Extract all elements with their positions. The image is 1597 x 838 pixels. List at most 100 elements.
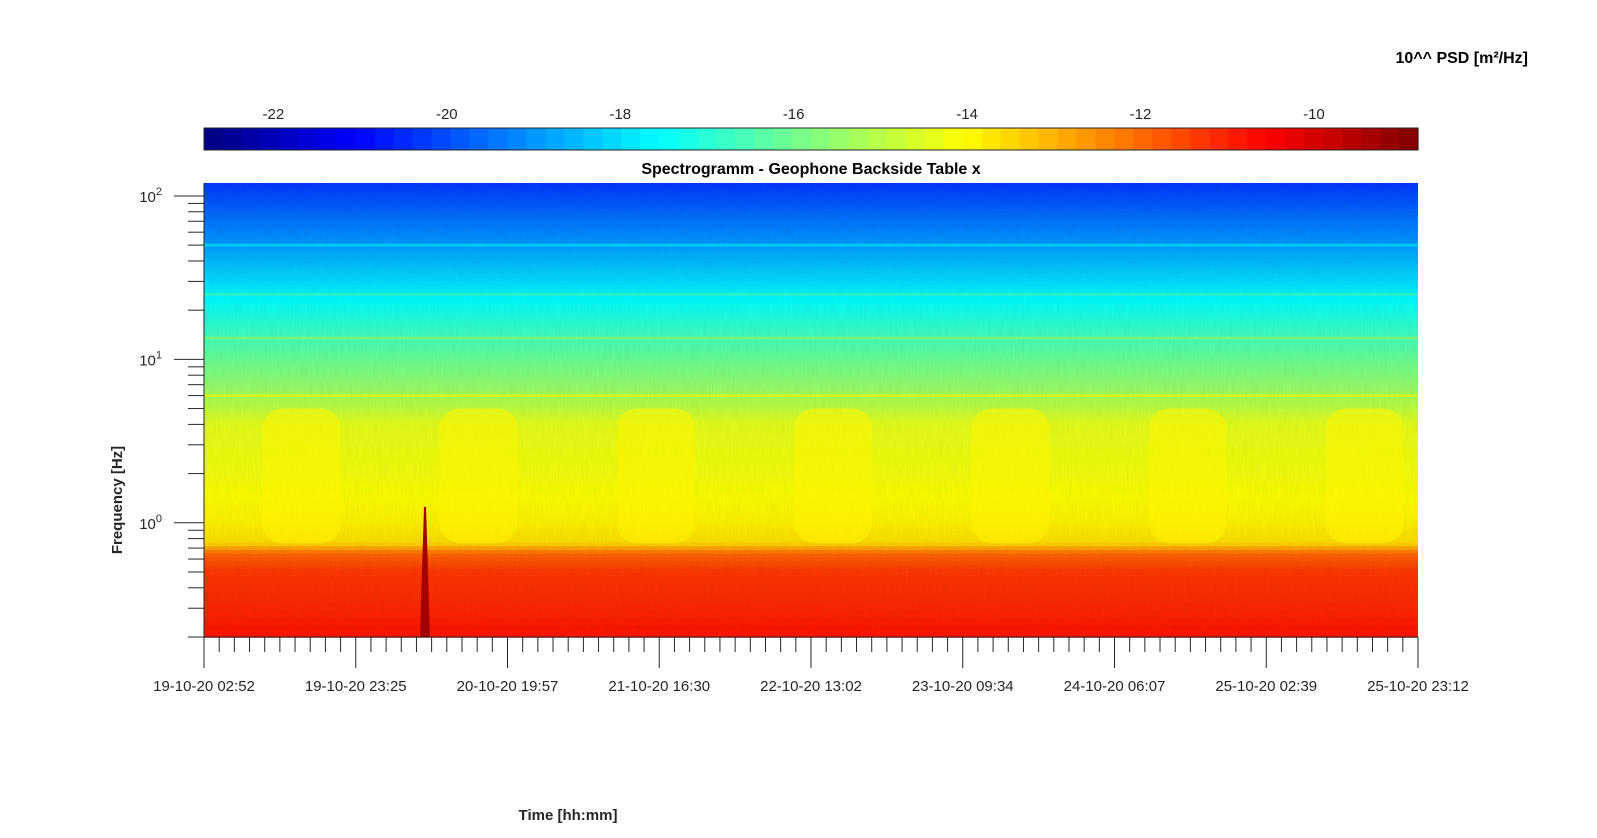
y-tick-label: 101 [139, 349, 162, 369]
colorbar-swatch [867, 128, 888, 150]
colorbar-swatch [222, 128, 243, 150]
spectral-line [204, 336, 1418, 340]
heatmap-band [204, 591, 1418, 597]
colorbar-swatch [981, 128, 1002, 150]
colorbar-swatch [241, 128, 262, 150]
heatmap-band [204, 300, 1418, 305]
colorbar-swatch [279, 128, 300, 150]
colorbar-swatch [431, 128, 452, 150]
colorbar-swatch [1285, 128, 1305, 150]
daytime-activity [262, 408, 341, 544]
colorbar-swatch [697, 128, 717, 150]
heatmap-band [204, 353, 1418, 358]
x-tick-label: 25-10-20 23:12 [1367, 678, 1469, 695]
colorbar: 10^^ PSD [m²/Hz] -22 -20 -18 -16 -14 -12 -10 [203, 50, 1528, 151]
heatmap-band [204, 307, 1418, 313]
heatmap-band [204, 621, 1418, 627]
colorbar-swatch [1380, 128, 1400, 150]
x-tick-label: 23-10-20 09:34 [912, 678, 1014, 695]
heatmap-band [204, 262, 1418, 268]
colorbar-swatch [962, 128, 983, 150]
colorbar-swatch [848, 128, 869, 150]
colorbar-swatch [924, 128, 945, 150]
colorbar-swatch [583, 128, 603, 150]
heatmap-band [204, 618, 1418, 623]
colorbar-swatch [507, 128, 528, 150]
heatmap-band [204, 398, 1418, 404]
colorbar-swatch [1133, 128, 1154, 150]
colorbar-swatch [1399, 128, 1419, 150]
heatmap-band [204, 572, 1418, 578]
colorbar-swatch [317, 128, 338, 150]
colorbar-swatch [1095, 128, 1116, 150]
daytime-activity [1148, 408, 1227, 544]
colorbar-swatch [716, 128, 736, 150]
heatmap-band [204, 610, 1418, 616]
colorbar-tick-label: -16 [783, 106, 805, 123]
colorbar-swatch [1038, 128, 1059, 150]
colorbar-swatch [1114, 128, 1135, 150]
heatmap-band [204, 304, 1418, 309]
heatmap-band [204, 542, 1418, 547]
colorbar-swatch [829, 128, 850, 150]
heatmap-band [204, 213, 1418, 218]
colorbar-swatch [1019, 128, 1040, 150]
heatmap-band [204, 190, 1418, 196]
colorbar-swatch [735, 128, 755, 150]
colorbar-swatch [450, 128, 471, 150]
colorbar-swatch [1247, 128, 1267, 150]
daytime-activity [1325, 408, 1404, 544]
spectral-line [204, 292, 1418, 296]
x-tick-label: 19-10-20 23:25 [305, 678, 407, 695]
colorbar-swatch [1361, 128, 1381, 150]
colorbar-swatch [905, 128, 926, 150]
colorbar-swatch [754, 128, 774, 150]
heatmap-band [204, 606, 1418, 612]
heatmap-band [204, 254, 1418, 260]
x-axis-label: Time [hh:mm] [519, 807, 618, 824]
colorbar-swatch [1190, 128, 1210, 150]
colorbar-swatch [545, 128, 566, 150]
x-tick-label: 22-10-20 13:02 [760, 678, 862, 695]
colorbar-label: 10^^ PSD [m²/Hz] [1396, 50, 1528, 67]
colorbar-tick-label: -10 [1303, 106, 1325, 123]
heatmap-band [204, 251, 1418, 256]
heatmap-band [204, 391, 1418, 396]
heatmap-band [204, 602, 1418, 608]
heatmap-band [204, 383, 1418, 389]
heatmap-band [204, 599, 1418, 604]
colorbar-swatch [678, 128, 698, 150]
heatmap-band [204, 228, 1418, 233]
colorbar-swatch [1000, 128, 1021, 150]
colorbar-swatch [602, 128, 622, 150]
heatmap-band [204, 186, 1418, 192]
heatmap-band [204, 281, 1418, 286]
spectral-line [204, 243, 1418, 247]
colorbar-swatch [640, 128, 660, 150]
daytime-activity [439, 408, 518, 544]
heatmap-band [204, 629, 1418, 635]
heatmap-band [204, 247, 1418, 252]
y-tick-label: 102 [139, 186, 162, 206]
colorbar-swatch [1209, 128, 1229, 150]
y-axis: 102 101 100 [139, 183, 205, 638]
colorbar-swatch [355, 128, 376, 150]
colorbar-swatch [621, 128, 641, 150]
colorbar-swatch [792, 128, 812, 150]
colorbar-ticks: -22 -20 -18 -16 -14 -12 -10 [263, 106, 1325, 138]
heatmap-band [204, 217, 1418, 222]
colorbar-swatch [1304, 128, 1324, 150]
heatmap-band [204, 296, 1418, 302]
heatmap-band [204, 387, 1418, 392]
colorbar-swatch [811, 128, 831, 150]
heatmap-band [204, 614, 1418, 619]
colorbar-swatch [488, 128, 509, 150]
colorbar-tick-label: -12 [1130, 106, 1152, 123]
heatmap-band [204, 288, 1418, 294]
colorbar-swatch [374, 128, 395, 150]
heatmap-band [204, 546, 1418, 551]
heatmap-band [204, 580, 1418, 585]
heatmap-band [204, 557, 1418, 563]
x-tick-label: 21-10-20 16:30 [608, 678, 710, 695]
daytime-activity [616, 408, 695, 544]
